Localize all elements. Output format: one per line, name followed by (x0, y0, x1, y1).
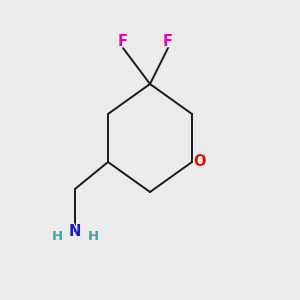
Text: O: O (192, 152, 207, 172)
Text: F: F (117, 32, 129, 52)
Text: H: H (52, 230, 63, 244)
Text: F: F (118, 34, 128, 50)
Text: H: H (50, 228, 65, 246)
Text: H: H (86, 228, 100, 246)
Text: F: F (163, 34, 173, 50)
Text: N: N (69, 224, 81, 238)
Text: O: O (193, 154, 206, 169)
Text: H: H (87, 230, 99, 244)
Text: F: F (162, 32, 174, 52)
Text: N: N (67, 221, 83, 241)
